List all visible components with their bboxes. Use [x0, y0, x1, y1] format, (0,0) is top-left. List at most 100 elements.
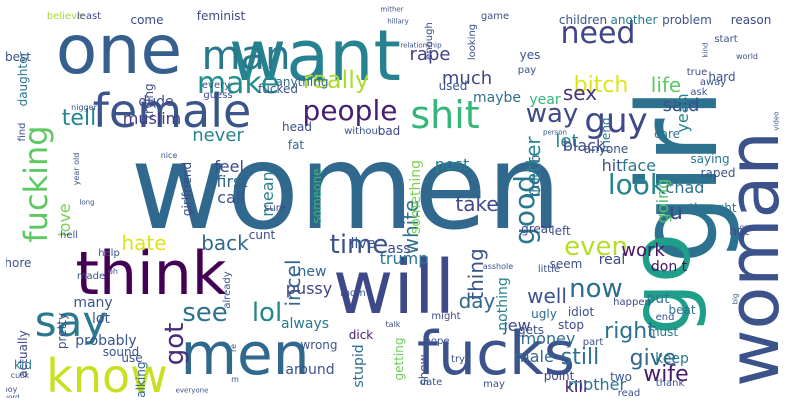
- word-u: u: [669, 200, 683, 225]
- word-chad: chad: [665, 178, 705, 197]
- word-find: find: [17, 122, 28, 142]
- word-say: say: [34, 297, 108, 346]
- word-thought: thought: [689, 201, 737, 215]
- word-date: date: [419, 377, 443, 388]
- word-video: video: [772, 111, 781, 131]
- word-wrong: wrong: [300, 338, 338, 352]
- word-face: face: [621, 156, 657, 175]
- word-trying: trying: [142, 83, 156, 119]
- word-re: re: [229, 343, 238, 353]
- word-dude: dude: [138, 94, 174, 110]
- word-year-old: year old: [72, 152, 81, 186]
- word-hillary: hillary: [387, 17, 409, 26]
- word-cloud: women girl woman want think will one go men fucks…: [6, 4, 782, 398]
- word-take: take: [455, 192, 499, 216]
- word-children: children: [558, 13, 608, 27]
- word-may: may: [483, 379, 505, 390]
- word-true: true: [686, 67, 708, 78]
- word-real: real: [598, 252, 626, 268]
- word-pretty: pretty: [55, 312, 69, 350]
- word-everyone: everyone: [175, 386, 209, 395]
- word-game: game: [480, 11, 510, 22]
- word-come: come: [130, 13, 164, 27]
- word-anyone: anyone: [583, 142, 629, 156]
- word-post: post: [434, 155, 470, 174]
- word-stupid: stupid: [351, 344, 367, 388]
- word-live: live: [350, 236, 376, 252]
- word-oh: oh: [108, 267, 118, 276]
- word-mom: mom: [340, 288, 366, 299]
- word-maybe: maybe: [472, 90, 522, 106]
- word-feminist: feminist: [196, 9, 246, 23]
- word-think: think: [75, 239, 227, 309]
- word-female: female: [92, 84, 252, 138]
- word-rape: rape: [409, 44, 451, 65]
- word-day: day: [458, 289, 496, 313]
- word-will: will: [332, 245, 456, 331]
- word-word: word: [6, 393, 20, 398]
- word-must: must: [647, 325, 679, 339]
- word-getting: getting: [392, 337, 406, 381]
- word-women: women: [130, 118, 562, 256]
- word-care: care: [653, 127, 681, 141]
- word-girlfriend: girlfriend: [180, 161, 194, 217]
- word-fucked: fucked: [258, 82, 298, 96]
- word-lot: lot: [92, 311, 110, 327]
- word-anything: anything: [275, 75, 329, 89]
- word-happen: happen: [613, 297, 651, 308]
- word-might: might: [431, 311, 461, 322]
- word-give: give: [629, 346, 677, 371]
- word-work: work: [621, 240, 665, 261]
- word-fat: fat: [287, 138, 305, 152]
- word-asshole: asshole: [482, 262, 514, 271]
- word-male: male: [514, 347, 554, 366]
- word-best: best: [6, 50, 31, 64]
- word-feel: feel: [214, 157, 244, 176]
- word-cunt: cunt: [248, 228, 276, 242]
- word-new: new: [297, 264, 327, 280]
- word-yes: yes: [519, 48, 541, 62]
- word-end: end: [655, 312, 675, 323]
- word-another: another: [610, 13, 658, 27]
- word-something: something: [408, 159, 424, 235]
- word-relationship: relationship: [400, 41, 442, 50]
- word-always: always: [280, 316, 330, 332]
- word-pussy: pussy: [285, 279, 333, 298]
- word-bad: bad: [377, 124, 401, 138]
- word-left: left: [551, 224, 571, 238]
- word-thank: thank: [655, 378, 685, 389]
- word-nigger: nigger: [71, 103, 97, 112]
- word-gay: gay: [739, 223, 753, 232]
- word-back: back: [201, 231, 249, 255]
- word-wife: wife: [643, 362, 689, 387]
- word-away: away: [699, 77, 727, 88]
- word-saying: saying: [690, 152, 730, 166]
- word-much: much: [441, 68, 493, 89]
- word-never: never: [192, 125, 244, 146]
- word-part: part: [582, 337, 604, 348]
- word-already: already: [222, 271, 233, 309]
- word-read: read: [617, 388, 641, 399]
- word-bitch: bitch: [573, 73, 629, 98]
- word-problem: problem: [662, 13, 712, 27]
- word-shit: shit: [410, 93, 480, 137]
- word-trump: trump: [379, 249, 429, 268]
- word-men: men: [180, 320, 310, 388]
- word-call: call: [217, 188, 245, 207]
- word-still: still: [560, 345, 600, 370]
- word-now: now: [569, 274, 623, 304]
- word-stop: stop: [558, 318, 584, 332]
- word-kind: kind: [701, 42, 710, 58]
- word-mither: mither: [380, 5, 404, 14]
- word-every: every: [201, 80, 231, 91]
- word-beat: beat: [668, 303, 696, 317]
- word-m: m: [231, 375, 239, 384]
- word-gets: gets: [518, 323, 544, 337]
- word-guy: guy: [584, 101, 648, 141]
- word-don-t: don t: [650, 259, 688, 275]
- word-muslim: muslim: [122, 109, 182, 128]
- word-year: year: [529, 92, 561, 108]
- word-someone: someone: [310, 168, 324, 224]
- word-life: life: [650, 73, 682, 97]
- word-look: look: [607, 168, 667, 201]
